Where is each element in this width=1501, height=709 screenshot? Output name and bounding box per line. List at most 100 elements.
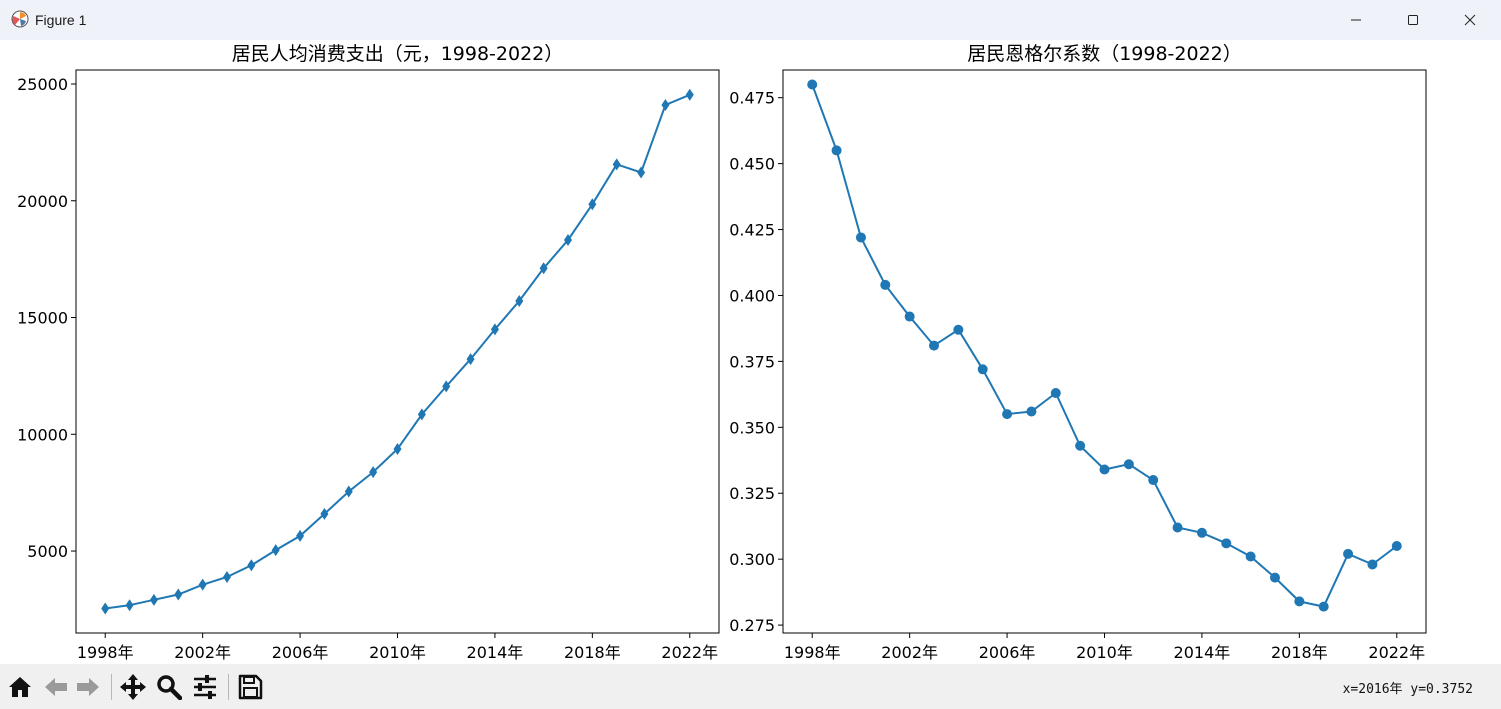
x-tick-label: 2006年 bbox=[272, 643, 329, 662]
axes-frame bbox=[782, 69, 1427, 634]
x-tick-label: 2002年 bbox=[881, 643, 938, 662]
home-icon bbox=[9, 677, 31, 697]
x-tick-label: 2006年 bbox=[979, 643, 1036, 662]
y-tick-label: 20000 bbox=[17, 192, 68, 211]
data-point-marker bbox=[855, 232, 866, 243]
x-tick-label: 2010年 bbox=[369, 643, 426, 662]
data-point-marker bbox=[831, 145, 842, 156]
data-point-marker bbox=[637, 166, 646, 179]
figure-canvas[interactable]: 居民人均消费支出（元，1998-2022） 5000 10000 15000 20000… bbox=[0, 40, 1501, 664]
configure-subplots-button[interactable] bbox=[190, 672, 220, 702]
home-button[interactable] bbox=[5, 672, 35, 702]
data-point-marker bbox=[1196, 527, 1207, 538]
y-tick-label: 0.275 bbox=[729, 616, 775, 635]
save-icon bbox=[238, 674, 263, 700]
x-tick-label: 2014年 bbox=[1174, 643, 1231, 662]
x-tick-label: 2014年 bbox=[467, 643, 524, 662]
data-point-marker bbox=[149, 593, 158, 606]
toolbar-separator bbox=[228, 674, 229, 700]
back-icon bbox=[45, 678, 67, 696]
matplotlib-app-icon bbox=[11, 10, 29, 28]
figure-plots: 居民人均消费支出（元，1998-2022） 5000 10000 15000 20000… bbox=[17, 43, 1427, 662]
back-button[interactable] bbox=[41, 672, 71, 702]
data-point-marker bbox=[953, 324, 964, 335]
forward-icon bbox=[77, 678, 99, 696]
data-point-marker bbox=[320, 507, 329, 520]
forward-button[interactable] bbox=[73, 672, 103, 702]
data-point-marker bbox=[1050, 388, 1061, 399]
y-tick-label: 0.425 bbox=[729, 221, 775, 240]
data-point-marker bbox=[198, 578, 207, 591]
y-tick-label: 25000 bbox=[17, 75, 68, 94]
minimize-icon bbox=[1351, 19, 1361, 21]
data-point-marker bbox=[1172, 522, 1183, 533]
data-point-marker bbox=[247, 559, 256, 572]
consumption-axes[interactable]: 居民人均消费支出（元，1998-2022） 5000 10000 15000 20000… bbox=[17, 43, 720, 662]
data-point-marker bbox=[442, 380, 451, 393]
y-tick-label: 0.325 bbox=[729, 484, 775, 503]
data-point-marker bbox=[417, 408, 426, 421]
y-tick-label: 5000 bbox=[27, 542, 68, 561]
data-point-marker bbox=[1343, 548, 1354, 559]
y-tick-label: 0.350 bbox=[729, 418, 775, 437]
data-point-marker bbox=[1318, 601, 1329, 612]
y-tick-label: 0.300 bbox=[729, 550, 775, 569]
x-tick-label: 2002年 bbox=[174, 643, 231, 662]
data-point-marker bbox=[904, 311, 915, 322]
x-tick-label: 1998年 bbox=[784, 643, 841, 662]
x-tick-label: 2010年 bbox=[1076, 643, 1133, 662]
data-point-marker bbox=[612, 158, 621, 171]
data-point-marker bbox=[515, 294, 524, 307]
data-point-marker bbox=[1002, 409, 1013, 420]
maximize-button[interactable] bbox=[1384, 0, 1442, 40]
y-tick-label: 0.450 bbox=[729, 155, 775, 174]
data-point-marker bbox=[880, 279, 891, 290]
data-point-marker bbox=[1221, 538, 1232, 549]
minimize-button[interactable] bbox=[1327, 0, 1385, 40]
data-point-marker bbox=[661, 99, 670, 112]
data-point-marker bbox=[539, 262, 548, 275]
data-point-marker bbox=[125, 599, 134, 612]
configure-subplots-icon bbox=[194, 675, 216, 699]
x-tick-label: 2018年 bbox=[1271, 643, 1328, 662]
y-tick-label: 0.475 bbox=[729, 89, 775, 108]
data-point-marker bbox=[1269, 572, 1280, 583]
navigation-toolbar: x=2016年 y=0.3752 bbox=[0, 664, 1501, 709]
zoom-icon bbox=[157, 675, 182, 700]
data-point-marker bbox=[1099, 464, 1110, 475]
data-point-marker bbox=[369, 466, 378, 479]
y-tick-label: 0.375 bbox=[729, 352, 775, 371]
data-point-marker bbox=[1294, 596, 1305, 607]
series-line bbox=[811, 84, 1398, 608]
x-tick-label: 2018年 bbox=[564, 643, 621, 662]
pan-button[interactable] bbox=[118, 672, 148, 702]
zoom-button[interactable] bbox=[154, 672, 184, 702]
y-tick-label: 0.400 bbox=[729, 286, 775, 305]
maximize-icon bbox=[1408, 15, 1418, 25]
data-point-marker bbox=[807, 79, 818, 90]
data-point-marker bbox=[1123, 459, 1134, 470]
close-button[interactable] bbox=[1441, 0, 1499, 40]
data-point-marker bbox=[393, 442, 402, 455]
data-point-marker bbox=[685, 88, 694, 101]
data-point-marker bbox=[1148, 475, 1159, 486]
data-point-marker bbox=[271, 544, 280, 557]
data-point-marker bbox=[1367, 559, 1378, 570]
data-point-marker bbox=[1075, 440, 1086, 451]
data-point-marker bbox=[296, 529, 305, 542]
window-title: Figure 1 bbox=[35, 12, 87, 28]
toolbar-separator bbox=[111, 674, 112, 700]
cursor-coordinates: x=2016年 y=0.3752 bbox=[1342, 682, 1473, 697]
data-point-marker bbox=[223, 570, 232, 583]
data-point-marker bbox=[1026, 406, 1037, 417]
save-button[interactable] bbox=[235, 672, 265, 702]
engel-axes[interactable]: 居民恩格尔系数（1998-2022） 0.275 0.300 0.325 0.350 0.… bbox=[729, 43, 1427, 662]
data-point-marker bbox=[174, 588, 183, 601]
x-tick-label: 2022年 bbox=[661, 643, 718, 662]
data-point-marker bbox=[563, 233, 572, 246]
data-point-marker bbox=[101, 602, 110, 615]
axes-frame bbox=[75, 69, 720, 634]
chart-title: 居民人均消费支出（元，1998-2022） bbox=[232, 43, 564, 65]
x-tick-label: 2022年 bbox=[1368, 643, 1425, 662]
data-point-marker bbox=[490, 323, 499, 336]
